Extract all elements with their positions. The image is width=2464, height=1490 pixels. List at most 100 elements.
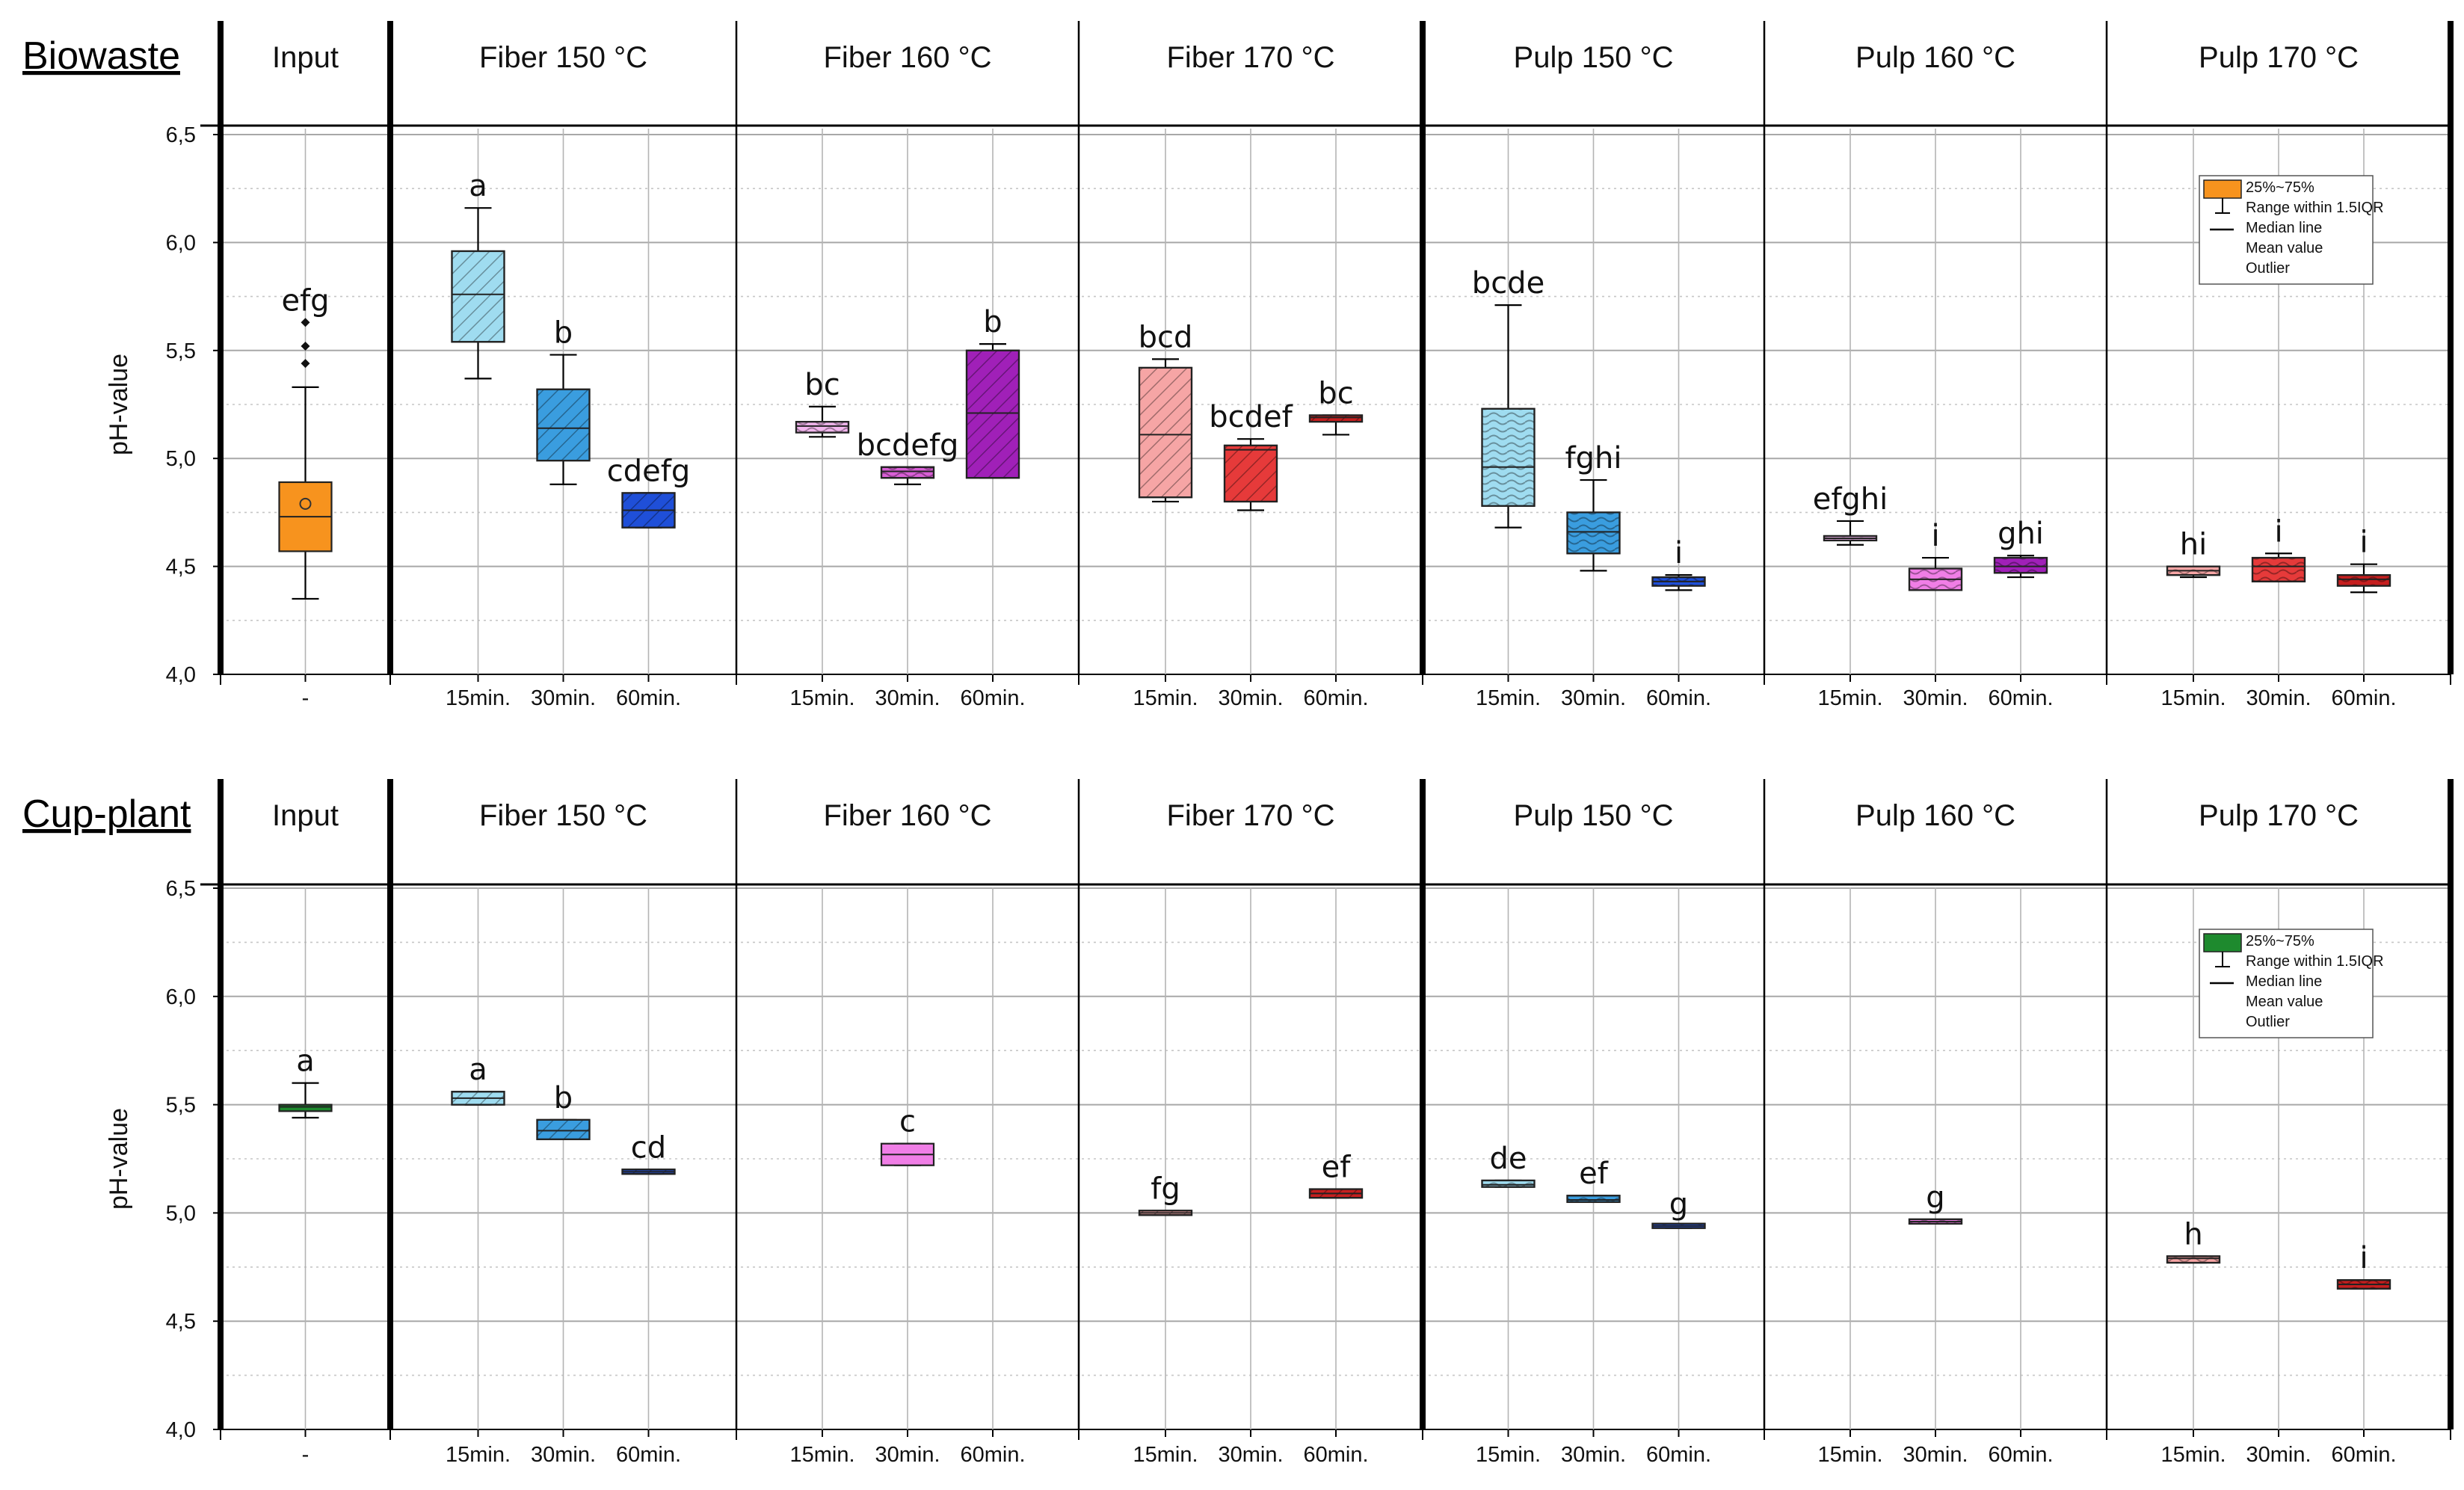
significance-label: fghi xyxy=(1565,441,1622,475)
x-tick-label: 60min. xyxy=(1303,1443,1368,1467)
significance-label: cdefg xyxy=(607,454,690,488)
group-title: Fiber 160 °C xyxy=(824,799,992,832)
x-tick-label: 15min. xyxy=(2160,686,2226,710)
significance-label: h xyxy=(2184,1217,2202,1252)
box-hatch xyxy=(1993,556,2048,574)
group-title: Fiber 170 °C xyxy=(1167,41,1335,74)
box-hatch xyxy=(1308,414,1364,423)
y-tick-label: 4,0 xyxy=(166,663,196,687)
x-tick-label: 60min. xyxy=(616,686,681,710)
group-title: Pulp 170 °C xyxy=(2199,799,2359,832)
box-hatch xyxy=(965,349,1020,479)
x-tick-label: 30min. xyxy=(1561,686,1626,710)
box-hatch xyxy=(536,388,591,462)
x-tick-label: 60min. xyxy=(1646,686,1711,710)
x-tick-label: 30min. xyxy=(1218,1443,1283,1467)
significance-label: ef xyxy=(1322,1151,1352,1185)
group-title: Pulp 170 °C xyxy=(2199,41,2359,74)
x-tick-label: 15min. xyxy=(1133,686,1198,710)
x-tick-label: 60min. xyxy=(1646,1443,1711,1467)
x-tick-label: 15min. xyxy=(446,1443,511,1467)
significance-label: b xyxy=(983,305,1002,339)
group-title: Pulp 150 °C xyxy=(1514,799,1674,832)
legend-item: Outlier xyxy=(2246,1014,2290,1030)
significance-label: i xyxy=(2274,514,2282,549)
y-axis-label: pH-value xyxy=(105,1108,133,1210)
x-tick-label: 15min. xyxy=(789,1443,854,1467)
x-tick-label: 30min. xyxy=(2246,686,2311,710)
significance-label: g xyxy=(1669,1187,1688,1222)
x-tick-label: 15min. xyxy=(1817,686,1882,710)
outlier-point xyxy=(301,318,310,327)
row-label: Biowaste xyxy=(22,34,180,78)
box-hatch xyxy=(795,421,850,434)
box-hatch xyxy=(1566,511,1621,555)
x-tick-label: 15min. xyxy=(446,686,511,710)
significance-label: b xyxy=(554,1081,573,1115)
significance-label: cd xyxy=(631,1130,666,1165)
y-tick-label: 5,5 xyxy=(166,1094,196,1118)
legend-item: Mean value xyxy=(2246,994,2323,1010)
x-tick-label: - xyxy=(302,686,309,710)
box-hatch xyxy=(1566,1195,1621,1204)
group-title: Fiber 150 °C xyxy=(479,41,647,74)
x-tick-label: 30min. xyxy=(531,1443,596,1467)
legend-box-swatch xyxy=(2203,179,2242,199)
y-tick-label: 5,5 xyxy=(166,339,196,363)
legend-item: Range within 1.5IQR xyxy=(2246,200,2384,216)
box-hatch xyxy=(1138,366,1193,499)
group-title: Pulp 150 °C xyxy=(1514,41,1674,74)
box-hatch xyxy=(1481,407,1536,507)
box-hatch xyxy=(1481,1179,1536,1188)
y-tick-label: 6,0 xyxy=(166,985,196,1009)
significance-label: ef xyxy=(1579,1157,1609,1191)
x-tick-label: 15min. xyxy=(1476,1443,1541,1467)
group-title: Fiber 170 °C xyxy=(1167,799,1335,832)
box xyxy=(278,1103,333,1112)
y-tick-label: 5,0 xyxy=(166,1201,196,1225)
outlier-point xyxy=(301,359,310,369)
x-tick-label: 15min. xyxy=(1476,686,1541,710)
x-tick-label: 30min. xyxy=(1561,1443,1626,1467)
box-hatch xyxy=(2251,556,2306,582)
significance-label: bc xyxy=(1318,376,1353,410)
significance-label: i xyxy=(2359,526,2368,560)
y-tick-label: 6,5 xyxy=(166,877,196,901)
significance-label: a xyxy=(296,1044,315,1079)
legend-item: 25%~75% xyxy=(2246,179,2314,196)
x-tick-label: 30min. xyxy=(1903,686,1968,710)
legend-item: Median line xyxy=(2246,973,2322,990)
row-label: Cup-plant xyxy=(22,792,191,836)
legend-item: Outlier xyxy=(2246,260,2290,277)
y-tick-label: 5,0 xyxy=(166,447,196,471)
x-tick-label: 30min. xyxy=(875,686,940,710)
significance-label: bcdef xyxy=(1209,400,1293,434)
legend-box-swatch xyxy=(2203,933,2242,952)
legend-item: Range within 1.5IQR xyxy=(2246,953,2384,970)
group-title: Fiber 150 °C xyxy=(479,799,647,832)
y-tick-label: 6,0 xyxy=(166,231,196,255)
x-tick-label: 60min. xyxy=(2331,686,2396,710)
group-title: Input xyxy=(272,799,339,832)
legend-item: 25%~75% xyxy=(2246,933,2314,949)
box-hatch xyxy=(880,466,935,479)
significance-label: bcd xyxy=(1139,320,1193,354)
x-tick-label: 60min. xyxy=(1988,1443,2053,1467)
x-tick-label: 15min. xyxy=(789,686,854,710)
x-tick-label: 30min. xyxy=(1903,1443,1968,1467)
group-title: Pulp 160 °C xyxy=(1855,41,2015,74)
significance-label: a xyxy=(469,169,487,203)
box-hatch xyxy=(1223,444,1278,503)
x-tick-label: 30min. xyxy=(1218,686,1283,710)
significance-label: c xyxy=(899,1105,916,1139)
group-title: Input xyxy=(272,41,339,74)
box-hatch xyxy=(2336,574,2391,587)
significance-label: i xyxy=(2359,1241,2368,1275)
x-tick-label: 60min. xyxy=(960,686,1025,710)
significance-label: i xyxy=(1675,536,1683,570)
y-tick-label: 4,0 xyxy=(166,1418,196,1442)
x-tick-label: 60min. xyxy=(960,1443,1025,1467)
outlier-point xyxy=(301,342,310,351)
